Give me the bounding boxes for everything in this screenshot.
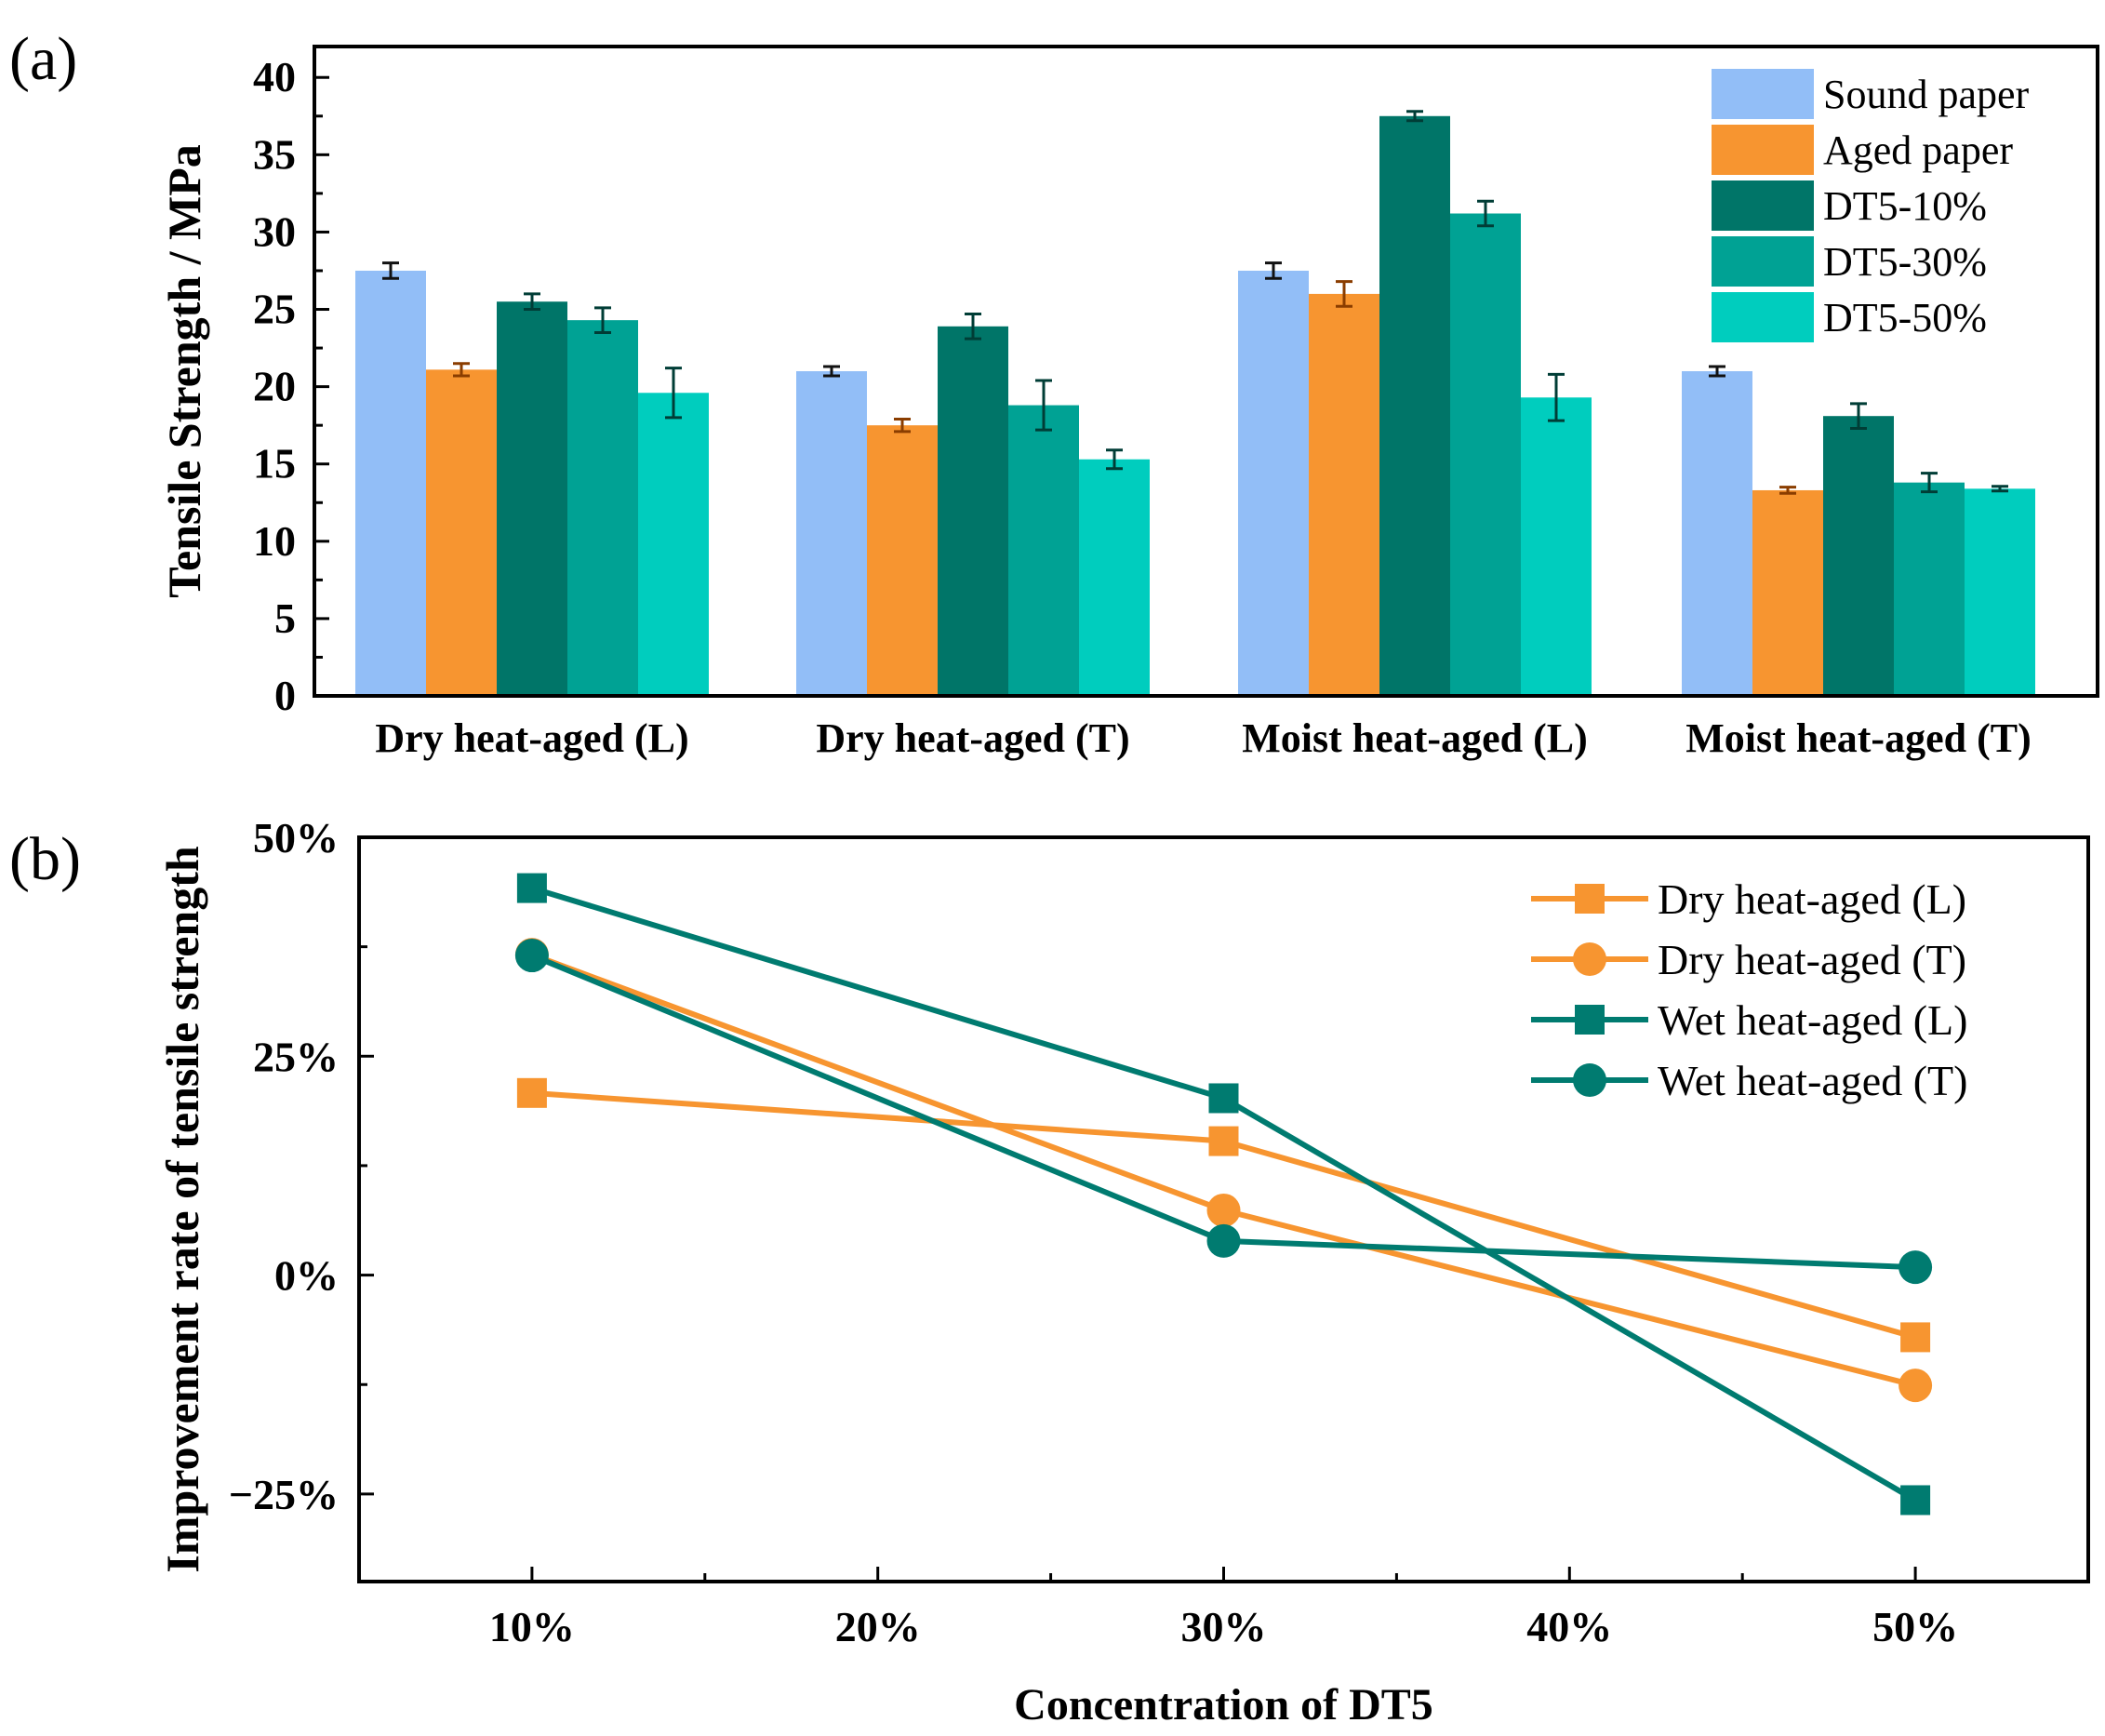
bar-dt5-30-dry-heat-aged-l (567, 320, 638, 696)
bar-aged-paper-dry-heat-aged-t (867, 425, 938, 696)
data-point-wet-heat-aged-l (1208, 1083, 1239, 1114)
plot-frame (313, 45, 2099, 698)
bar-dt5-50-dry-heat-aged-t (1079, 459, 1150, 696)
y-tick-label: 5 (274, 594, 296, 642)
data-point-dry-heat-aged-l (1900, 1322, 1931, 1353)
legend-swatch-aged-paper (1712, 125, 1814, 175)
legend-marker (1575, 884, 1605, 914)
y-axis-title: Improvement rate of tensile strength (156, 846, 208, 1573)
data-point-wet-heat-aged-l (1900, 1485, 1931, 1516)
bar-sound-paper-moist-heat-aged-l (1238, 270, 1309, 696)
x-category-label: Moist heat-aged (L) (1242, 715, 1588, 761)
panel-b-letter: (b) (9, 825, 81, 893)
y-tick-label: 25 (253, 286, 296, 333)
legend-label: DT5-30% (1823, 239, 1987, 285)
bar-dt5-10-moist-heat-aged-l (1379, 115, 1450, 697)
legend-swatch-dt5-30 (1712, 236, 1814, 287)
panel-a-letter: (a) (9, 25, 77, 93)
bar-dt5-10-moist-heat-aged-t (1823, 416, 1894, 696)
x-category-label: Dry heat-aged (L) (375, 715, 688, 761)
bar-dt5-50-dry-heat-aged-l (638, 393, 709, 696)
line-chart-improvement-rate: 10% 20% 30% 40% 50% −25% 0% 25% 50% Concentration… (156, 814, 2090, 1729)
legend-swatch-sound-paper (1712, 69, 1814, 119)
bar-sound-paper-moist-heat-aged-t (1682, 371, 1752, 696)
bar-dt5-10-dry-heat-aged-t (938, 326, 1008, 696)
y-axis-title: Tensile Strength / MPa (158, 144, 210, 598)
legend-label: Sound paper (1823, 72, 2030, 117)
bar-aged-paper-moist-heat-aged-l (1309, 293, 1379, 696)
legend-marker (1573, 1063, 1606, 1097)
data-point-dry-heat-aged-t (1898, 1369, 1933, 1403)
bar-dt5-50-moist-heat-aged-l (1521, 397, 1592, 696)
bar-chart-tensile-strength: 0 5 10 15 20 25 30 35 40 Dry heat-aged (L) Dry hea… (158, 45, 2099, 761)
bar-aged-paper-dry-heat-aged-l (426, 369, 497, 696)
legend-swatch-dt5-50 (1712, 292, 1814, 342)
x-tick-label: 50% (1872, 1603, 1958, 1650)
y-tick-label: 25% (253, 1033, 339, 1080)
x-tick-label: 30% (1181, 1603, 1267, 1650)
bar-sound-paper-dry-heat-aged-t (796, 371, 867, 696)
legend-label: Wet heat-aged (L) (1658, 996, 1967, 1044)
bar-dt5-30-dry-heat-aged-t (1008, 405, 1079, 696)
bar-dt5-30-moist-heat-aged-l (1450, 213, 1521, 696)
legend-marker (1573, 942, 1606, 976)
y-tick-label: 0 (274, 672, 296, 719)
y-tick-label: 0% (274, 1252, 339, 1300)
data-point-dry-heat-aged-t (1206, 1193, 1241, 1227)
legend-label: DT5-10% (1823, 183, 1987, 229)
y-tick-label: 10 (253, 517, 296, 565)
data-point-dry-heat-aged-l (516, 1077, 547, 1108)
legend-label: DT5-50% (1823, 295, 1987, 341)
legend-label: Dry heat-aged (T) (1658, 936, 1966, 983)
bar-dt5-50-moist-heat-aged-t (1965, 488, 2035, 696)
legend-label: Wet heat-aged (T) (1658, 1057, 1967, 1104)
y-tick-label: 40 (253, 53, 296, 100)
legend-swatch-dt5-10 (1712, 180, 1814, 231)
plot-frame (357, 835, 2090, 1583)
y-tick-label: 20 (253, 363, 296, 410)
y-tick-label: 30 (253, 207, 296, 255)
x-category-label: Moist heat-aged (T) (1685, 715, 2032, 761)
legend-label: Aged paper (1823, 127, 2013, 173)
x-axis-title: Concentration of DT5 (1014, 1680, 1433, 1729)
data-point-wet-heat-aged-t (1898, 1250, 1933, 1285)
bar-dt5-10-dry-heat-aged-l (497, 301, 567, 696)
bar-dt5-30-moist-heat-aged-t (1894, 482, 1965, 696)
y-tick-label: 35 (253, 130, 296, 178)
x-category-label: Dry heat-aged (T) (816, 715, 1129, 761)
bar-aged-paper-moist-heat-aged-t (1752, 489, 1823, 696)
data-point-dry-heat-aged-l (1208, 1126, 1239, 1156)
y-tick-label: 15 (253, 440, 296, 487)
data-point-wet-heat-aged-l (516, 873, 547, 903)
data-point-wet-heat-aged-t (1206, 1223, 1241, 1258)
bar-sound-paper-dry-heat-aged-l (355, 270, 426, 696)
y-tick-label: −25% (229, 1471, 339, 1518)
x-tick-label: 40% (1526, 1603, 1612, 1650)
legend-label: Dry heat-aged (L) (1658, 875, 1966, 923)
y-tick-label: 50% (253, 814, 339, 861)
data-point-wet-heat-aged-t (514, 939, 549, 973)
x-tick-label: 20% (835, 1603, 921, 1650)
legend-marker (1575, 1005, 1605, 1035)
x-tick-label: 10% (489, 1603, 575, 1650)
